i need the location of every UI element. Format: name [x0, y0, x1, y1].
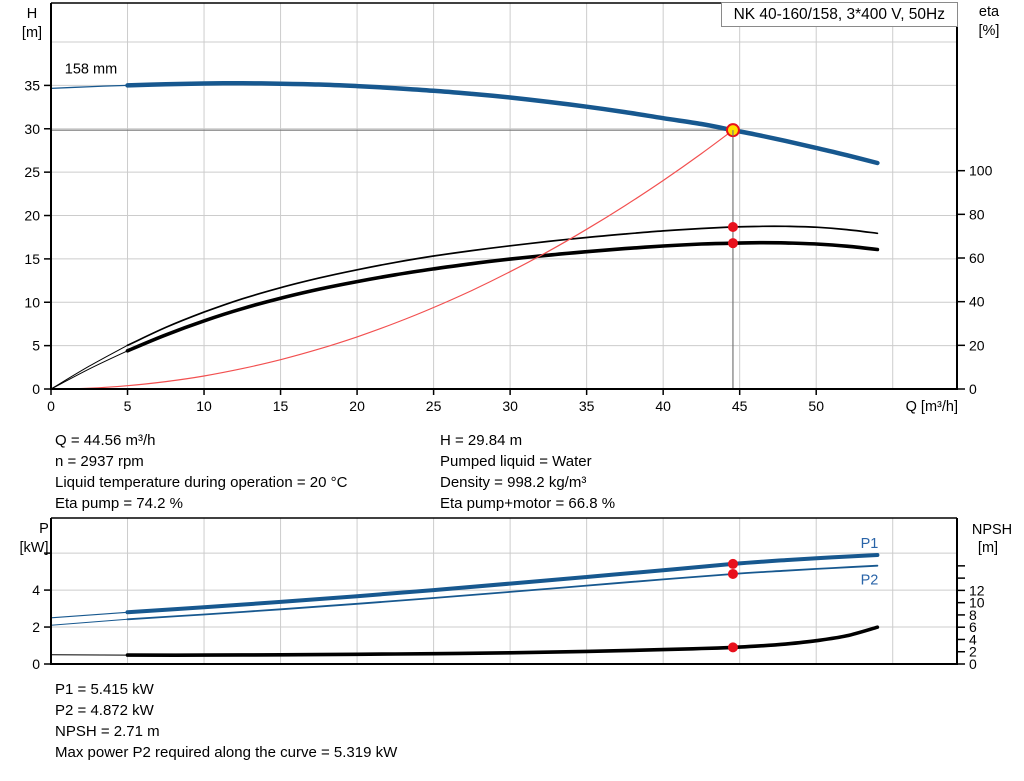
info-temperature: Liquid temperature during operation = 20… — [55, 474, 348, 491]
left-axis-tick-label: 35 — [24, 77, 40, 93]
right-axis-title-unit: [%] — [979, 23, 1000, 39]
x-axis-tick-label: 35 — [579, 398, 595, 414]
left-axis-title: P — [39, 521, 49, 537]
right-axis-tick-label: 100 — [969, 163, 993, 179]
right-axis-title: NPSH — [972, 522, 1012, 538]
x-axis-tick-label: 40 — [655, 398, 671, 414]
left-axis-tick-label: 5 — [32, 338, 40, 354]
right-axis-tick-label: 12 — [969, 582, 985, 598]
left-axis-tick-label: 15 — [24, 251, 40, 267]
left-axis-tick-label: 0 — [32, 656, 40, 672]
pump-title: NK 40-160/158, 3*400 V, 50Hz — [733, 5, 945, 23]
duty-point-eta-pump — [727, 222, 738, 233]
left-axis-tick-label: 30 — [24, 121, 40, 137]
head-curve-158mm — [125, 80, 880, 166]
p1-power-curve-label: P1 — [861, 536, 879, 552]
footer-p1: P1 = 5.415 kW — [55, 681, 154, 698]
qh-eta-chart: 0 5 10 15 20 25 30 35 0 20 40 60 80 100 0 5 10 15 20 25 30 35… — [22, 2, 1000, 415]
right-axis-tick-label: 60 — [969, 250, 985, 266]
footer-p2: P2 = 4.872 kW — [55, 702, 154, 719]
x-axis-tick-label: 30 — [502, 398, 518, 414]
x-axis-tick-label: 15 — [273, 398, 289, 414]
right-axis-tick-label: 10 — [969, 595, 985, 611]
system-curve — [50, 129, 734, 390]
right-axis-tick-label: 20 — [969, 337, 985, 353]
right-axis-title: eta — [979, 4, 1000, 20]
pump-title-box: NK 40-160/158, 3*400 V, 50Hz — [720, 2, 958, 27]
right-axis-tick-label: 2 — [969, 644, 977, 660]
left-axis-tick-label: 20 — [24, 208, 40, 224]
right-axis-tick-label: 80 — [969, 206, 985, 222]
right-axis-tick-label: 6 — [969, 619, 977, 635]
left-axis-tick-label: 0 — [32, 381, 40, 397]
p2-power-curve-label: P2 — [861, 573, 879, 589]
right-axis-tick-label: 8 — [969, 607, 977, 623]
power-info-block: P1 = 5.415 kW P2 = 4.872 kW NPSH = 2.71 … — [55, 679, 397, 763]
x-axis-tick-label: 50 — [808, 398, 824, 414]
x-axis-tick-label: 10 — [196, 398, 212, 414]
head-curve-158mm-label: 158 mm — [65, 61, 117, 77]
p1-power-curve — [125, 553, 880, 615]
left-axis-title-unit: [kW] — [20, 540, 49, 556]
left-axis-tick-label: 10 — [24, 294, 40, 310]
info-density: Density = 998.2 kg/m³ — [440, 474, 587, 491]
npsh-curve — [125, 625, 880, 657]
p2-power-curve-thin-segment — [50, 618, 128, 626]
right-axis-tick-label: 0 — [969, 656, 977, 672]
eta-pump-curve-thin-segment — [50, 344, 128, 390]
duty-info-left-column: Q = 44.56 m³/h n = 2937 rpm Liquid tempe… — [55, 430, 347, 514]
eta-pump-motor-curve-thin-segment — [50, 350, 129, 390]
info-flow: Q = 44.56 m³/h — [55, 432, 156, 449]
info-pumped-liquid: Pumped liquid = Water — [440, 453, 592, 470]
duty-info-right-column: H = 29.84 m Pumped liquid = Water Densit… — [440, 430, 615, 514]
left-axis-tick-label: 2 — [32, 619, 40, 635]
left-axis-title-unit: [m] — [22, 25, 42, 41]
x-axis-title: Q [m³/h] — [906, 399, 958, 415]
duty-point-p1 — [727, 558, 738, 569]
info-speed: n = 2937 rpm — [55, 453, 144, 470]
left-axis-tick-label: 25 — [24, 164, 40, 180]
info-eta-pump-motor: Eta pump+motor = 66.8 % — [440, 495, 616, 512]
x-axis-tick-label: 0 — [47, 398, 55, 414]
right-axis-tick-label: 40 — [969, 294, 985, 310]
p2-power-curve — [126, 564, 879, 621]
eta-pump-motor-curve — [125, 240, 880, 353]
left-axis-tick-label: 4 — [32, 582, 40, 598]
footer-npsh: NPSH = 2.71 m — [55, 723, 160, 740]
duty-point-p2 — [727, 568, 738, 579]
x-axis-tick-label: 5 — [124, 398, 132, 414]
right-axis-title-unit: [m] — [978, 540, 998, 556]
x-axis-tick-label: 20 — [349, 398, 365, 414]
head-curve-158mm-thin-segment — [50, 84, 129, 90]
p1-power-curve-thin-segment — [50, 611, 129, 619]
duty-point-npsh — [727, 642, 738, 653]
left-axis-title: H — [27, 6, 37, 22]
x-axis-tick-label: 25 — [426, 398, 442, 414]
x-axis-tick-label: 45 — [732, 398, 748, 414]
eta-pump-curve — [126, 225, 879, 347]
duty-point-eta-pump-motor — [727, 238, 738, 249]
info-head: H = 29.84 m — [440, 432, 523, 449]
right-axis-tick-label: 4 — [969, 631, 977, 647]
info-eta-pump: Eta pump = 74.2 % — [55, 495, 183, 512]
right-axis-tick-label: 0 — [969, 381, 977, 397]
footer-max-p2: Max power P2 required along the curve = … — [55, 744, 398, 761]
